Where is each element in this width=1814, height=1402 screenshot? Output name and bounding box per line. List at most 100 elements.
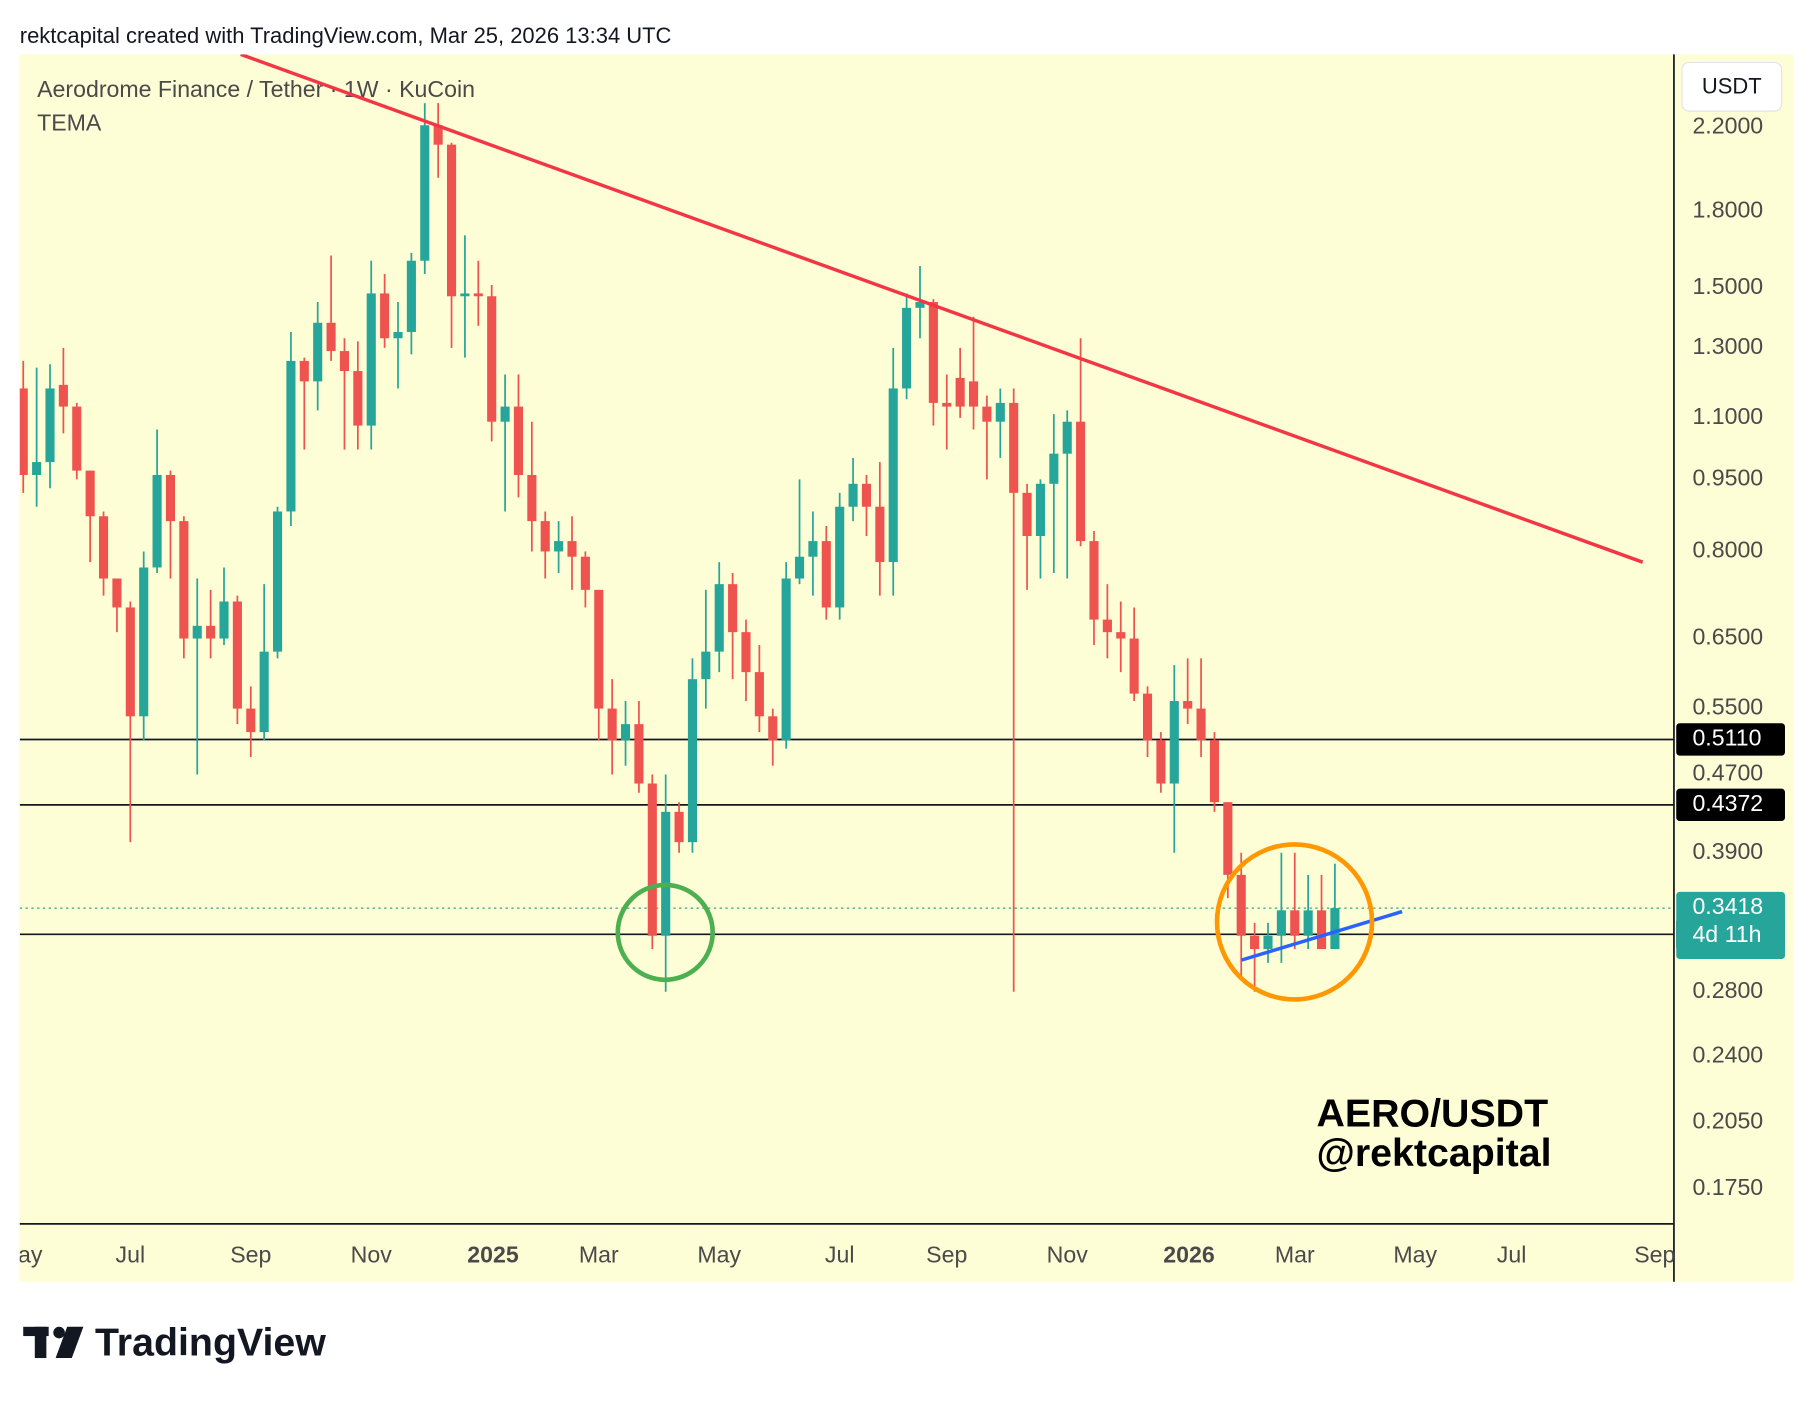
highlight-circle xyxy=(1214,842,1375,1002)
candle-body xyxy=(875,506,885,563)
level-price-label: 0.4372 xyxy=(1692,790,1763,816)
candle-body xyxy=(861,483,872,507)
y-tick-label: 1.8000 xyxy=(1692,196,1763,222)
last-price-box xyxy=(1676,891,1785,960)
candle-body xyxy=(433,125,443,145)
candle-body xyxy=(942,402,952,407)
candle-body xyxy=(1116,632,1126,639)
candle-body xyxy=(714,584,724,652)
candle-body xyxy=(313,322,323,382)
candle-body xyxy=(580,556,590,590)
x-tick-label: Sep xyxy=(1634,1241,1675,1267)
candle-body xyxy=(687,679,698,843)
currency-label[interactable]: USDT xyxy=(1702,74,1762,99)
level-price-box xyxy=(1676,723,1785,756)
x-tick-label: 2026 xyxy=(1163,1241,1215,1267)
countdown-label: 4d 11h xyxy=(1692,921,1761,947)
candle-body xyxy=(326,322,336,352)
candle-body xyxy=(259,651,269,733)
y-tick-label: 2.2000 xyxy=(1692,112,1763,138)
x-tick-label: Mar xyxy=(579,1241,619,1267)
candle-body xyxy=(661,811,671,936)
candle-body xyxy=(1330,908,1340,950)
candle-body xyxy=(1250,935,1260,950)
candle-body xyxy=(754,672,764,717)
candle-body xyxy=(85,470,95,517)
candle-body xyxy=(19,388,28,475)
candle-body xyxy=(1223,802,1233,875)
y-tick-label: 0.3900 xyxy=(1692,838,1763,864)
candle-body xyxy=(45,388,55,463)
candle-body xyxy=(460,293,470,297)
annotation: AERO/USDT xyxy=(1316,1092,1548,1136)
level-price-label: 0.5110 xyxy=(1692,725,1761,751)
drawings xyxy=(240,54,1644,1002)
x-tick-label: May xyxy=(1393,1241,1437,1267)
candle-body xyxy=(821,541,831,608)
candle-body xyxy=(58,384,68,407)
candle-body xyxy=(1129,638,1139,694)
candle-body xyxy=(728,584,738,633)
candle-body xyxy=(527,474,537,522)
candle-body xyxy=(353,371,363,426)
candle-body xyxy=(139,567,149,717)
candle-body xyxy=(1035,483,1046,537)
candle-body xyxy=(928,302,938,403)
candle-body xyxy=(1102,619,1112,633)
candle-body xyxy=(299,360,309,382)
candle-body xyxy=(1276,910,1286,936)
y-tick-label: 1.1000 xyxy=(1692,403,1763,429)
candle-body xyxy=(995,402,1005,422)
candle-body xyxy=(902,307,912,389)
candle-body xyxy=(888,388,898,563)
header-text: rektcapital created with TradingView.com… xyxy=(20,23,672,48)
candle-body xyxy=(1196,708,1206,741)
candle-body xyxy=(1049,453,1059,484)
candle-body xyxy=(487,296,497,422)
candle-body xyxy=(794,556,805,579)
candle-body xyxy=(393,331,403,339)
candle-body xyxy=(192,625,202,639)
x-tick-label: 2025 xyxy=(467,1241,519,1267)
candle-body xyxy=(1316,910,1327,950)
candle-body xyxy=(446,144,457,297)
candle-body xyxy=(1009,402,1019,493)
candle-body xyxy=(741,632,751,673)
level-price-box xyxy=(1676,788,1785,822)
candle-body xyxy=(1263,935,1273,950)
candle-body xyxy=(179,521,189,639)
candle-body xyxy=(1156,740,1166,784)
brand-logo: TradingView xyxy=(23,1321,326,1365)
y-tick-label: 0.9500 xyxy=(1692,464,1763,490)
indicator-label: TEMA xyxy=(37,110,102,136)
candle-body xyxy=(165,474,176,522)
candle-body xyxy=(246,708,256,733)
currency-button[interactable] xyxy=(1681,61,1783,112)
candle-body xyxy=(701,651,711,680)
candle-body xyxy=(781,578,791,741)
x-tick-label: May xyxy=(697,1241,741,1267)
candle-body xyxy=(1142,693,1153,741)
candle-body xyxy=(420,125,430,261)
candle-body xyxy=(406,260,416,332)
candle-body xyxy=(72,406,82,471)
chart-title: Aerodrome Finance / Tether · 1W · KuCoin xyxy=(37,76,475,102)
x-tick-label: Nov xyxy=(351,1241,393,1267)
candle-body xyxy=(286,360,296,512)
candle-body xyxy=(540,521,550,552)
candle-body xyxy=(915,302,925,308)
candle-body xyxy=(112,578,122,608)
candle-body xyxy=(1062,421,1072,454)
candle-body xyxy=(634,724,644,784)
candle-body xyxy=(473,293,483,297)
support-line xyxy=(1240,909,1403,962)
candle-body xyxy=(219,601,229,639)
y-tick-label: 0.1750 xyxy=(1692,1174,1763,1200)
y-tick-label: 0.5500 xyxy=(1692,694,1763,720)
y-axis: 2.2000 1.8000 1.5000 1.3000 1.1000 0.9500 0.80… xyxy=(1676,112,1785,1200)
candle-body xyxy=(647,783,657,936)
candle-body xyxy=(366,293,376,426)
candle-body xyxy=(1290,910,1300,936)
candle-body xyxy=(607,708,617,741)
